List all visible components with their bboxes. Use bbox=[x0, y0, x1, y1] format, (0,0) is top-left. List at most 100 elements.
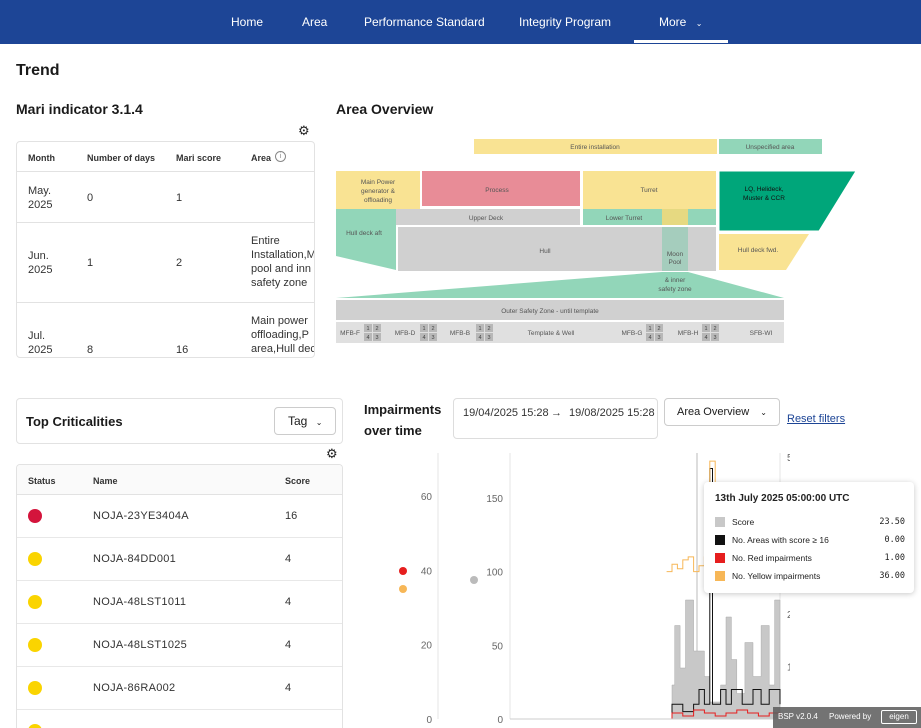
subsea-cell[interactable] bbox=[711, 333, 719, 341]
criticalities-table: Status Name Score NOJA-23YE3404A 16 NOJA… bbox=[16, 464, 343, 728]
subsea-cell-label: 4 bbox=[704, 335, 707, 341]
subsea-cell[interactable] bbox=[702, 333, 710, 341]
tooltip-row: No. Red impairments 1.00 bbox=[715, 552, 905, 564]
area-label: MFB-F bbox=[340, 330, 360, 337]
col-days: Number of days bbox=[87, 153, 156, 163]
version-text: BSP v2.0.4 bbox=[778, 712, 818, 721]
status-dot bbox=[28, 681, 42, 695]
table-row[interactable]: NOJA-86RA002 4 bbox=[17, 667, 342, 710]
footer-badge: BSP v2.0.4 Powered by eigen bbox=[773, 707, 921, 728]
subsea-cell-label: 2 bbox=[375, 326, 378, 332]
area-unspecified[interactable] bbox=[719, 139, 822, 154]
subsea-cell[interactable] bbox=[420, 324, 428, 332]
y-tick-label: 50 bbox=[492, 641, 504, 652]
nav-more-label: More bbox=[659, 15, 687, 29]
subsea-cell-label: 1 bbox=[648, 326, 651, 332]
area-overview-dropdown[interactable]: Area Overview ⌄ bbox=[664, 398, 780, 426]
table-row[interactable] bbox=[17, 710, 342, 728]
tooltip-row: Score 23.50 bbox=[715, 516, 905, 528]
table-row[interactable]: NOJA-48LST1025 4 bbox=[17, 624, 342, 667]
y-tick-label: 150 bbox=[486, 494, 503, 505]
subsea-cell-label: 2 bbox=[657, 326, 660, 332]
gear-icon[interactable]: ⚙ bbox=[326, 446, 338, 461]
area-upper-deck[interactable] bbox=[396, 209, 580, 225]
legend-swatch bbox=[715, 535, 725, 545]
active-nav-indicator bbox=[634, 40, 728, 43]
col-score: Score bbox=[285, 476, 311, 486]
subsea-cell[interactable] bbox=[373, 333, 381, 341]
subsea-cell-label: 1 bbox=[422, 326, 425, 332]
table-row[interactable]: NOJA-23YE3404A 16 bbox=[17, 495, 342, 538]
area-lower-turret[interactable] bbox=[583, 209, 716, 225]
table-row[interactable]: Jun. 2025 1 2 Entire Installation,M pool… bbox=[17, 223, 314, 303]
subsea-cell[interactable] bbox=[646, 324, 654, 332]
subsea-cell[interactable] bbox=[702, 324, 710, 332]
subsea-cell[interactable] bbox=[646, 333, 654, 341]
subsea-cell-label: 3 bbox=[431, 335, 434, 341]
date-to[interactable]: 19/08/2025 15:28 bbox=[569, 407, 655, 419]
subsea-cell-label: 3 bbox=[657, 335, 660, 341]
subsea-cell[interactable] bbox=[364, 333, 372, 341]
date-from[interactable]: 19/04/2025 15:28 bbox=[463, 407, 549, 419]
y-tick-label: 40 bbox=[421, 566, 433, 577]
gear-icon[interactable]: ⚙ bbox=[298, 123, 310, 138]
subsea-cell[interactable] bbox=[711, 324, 719, 332]
area-hull-deck-fwd[interactable] bbox=[719, 234, 809, 270]
cell-days: 8 bbox=[87, 344, 94, 356]
subsea-cell-label: 3 bbox=[487, 335, 490, 341]
reset-filters-link[interactable]: Reset filters bbox=[787, 413, 846, 425]
table-row[interactable]: NOJA-48LST1011 4 bbox=[17, 581, 342, 624]
tag-dropdown-button[interactable]: Tag ⌄ bbox=[274, 407, 336, 435]
subsea-cell[interactable] bbox=[373, 324, 381, 332]
cell-score: 4 bbox=[285, 596, 292, 608]
area-turret[interactable] bbox=[583, 171, 716, 209]
y-tick-label: 1 bbox=[787, 663, 790, 674]
cell-score: 16 bbox=[285, 510, 298, 522]
nav-integrity-program[interactable]: Integrity Program bbox=[519, 15, 612, 29]
area-outer-safety-zone[interactable] bbox=[336, 300, 784, 320]
subsea-cell[interactable] bbox=[364, 324, 372, 332]
area-main-power[interactable] bbox=[336, 171, 420, 209]
cell-name: NOJA-86RA002 bbox=[93, 682, 176, 694]
area-moon-pool[interactable] bbox=[662, 227, 688, 271]
area-label: Unspecified area bbox=[746, 144, 795, 151]
status-dot bbox=[28, 724, 42, 728]
area-hull-deck-aft[interactable] bbox=[336, 209, 396, 270]
area-lq-helideck[interactable] bbox=[718, 170, 857, 232]
subsea-cell-label: 1 bbox=[478, 326, 481, 332]
tooltip-row: No. Yellow impairments 36.00 bbox=[715, 570, 905, 582]
area-entire-installation[interactable] bbox=[474, 139, 717, 154]
subsea-cell[interactable] bbox=[476, 324, 484, 332]
series-marker-score bbox=[470, 576, 478, 584]
subsea-cell[interactable] bbox=[429, 324, 437, 332]
subsea-cell[interactable] bbox=[485, 324, 493, 332]
table-row[interactable]: Jul. 2025 8 16 Main power offloading,P a… bbox=[17, 303, 314, 357]
area-label: SFB-WI bbox=[750, 330, 773, 337]
tag-button-label: Tag bbox=[288, 414, 308, 428]
area-inner-safety-zone[interactable] bbox=[336, 272, 784, 298]
nav-performance-standard[interactable]: Performance Standard bbox=[364, 15, 485, 29]
subsea-cell[interactable] bbox=[429, 333, 437, 341]
subsea-cell[interactable] bbox=[420, 333, 428, 341]
info-icon[interactable]: i bbox=[275, 151, 286, 162]
subsea-cell-label: 4 bbox=[648, 335, 651, 341]
area-label: Hull bbox=[539, 248, 551, 255]
subsea-cell[interactable] bbox=[485, 333, 493, 341]
subsea-cell[interactable] bbox=[655, 324, 663, 332]
tooltip-label: Score bbox=[732, 517, 755, 527]
subsea-cell-label: 3 bbox=[375, 335, 378, 341]
tooltip-label: No. Red impairments bbox=[732, 553, 812, 563]
date-range-picker[interactable]: 19/04/2025 15:28 → 19/08/2025 15:28 bbox=[453, 398, 658, 439]
subsea-cell[interactable] bbox=[476, 333, 484, 341]
nav-home[interactable]: Home bbox=[231, 15, 264, 29]
area-process[interactable] bbox=[422, 171, 580, 206]
area-label: safety zone bbox=[658, 286, 692, 293]
table-row[interactable]: May. 2025 0 1 bbox=[17, 172, 314, 223]
area-label: MFB-D bbox=[395, 330, 416, 337]
status-dot bbox=[28, 595, 42, 609]
table-row[interactable]: NOJA-84DD001 4 bbox=[17, 538, 342, 581]
nav-more[interactable]: More ⌄ bbox=[659, 0, 702, 44]
subsea-cell[interactable] bbox=[655, 333, 663, 341]
nav-area[interactable]: Area bbox=[302, 15, 328, 29]
area-label: Process bbox=[485, 187, 509, 194]
